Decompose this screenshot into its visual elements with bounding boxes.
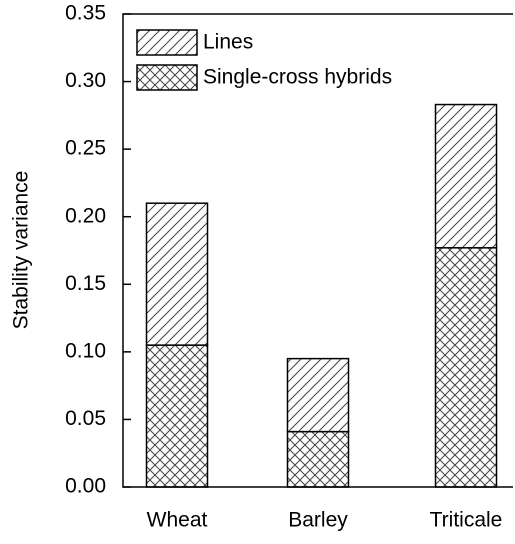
bar-segment <box>434 103 498 249</box>
x-tick-label: Wheat <box>147 509 208 532</box>
bar-segment <box>286 357 350 433</box>
y-tick-label: 0.05 <box>65 407 106 430</box>
y-axis-label: Stability variance <box>10 171 33 330</box>
bar-segment <box>286 430 350 488</box>
y-tick-label: 0.30 <box>65 69 106 92</box>
x-tick-label: Triticale <box>430 509 503 532</box>
y-tick-label: 0.20 <box>65 204 106 227</box>
bar-segment <box>145 202 209 346</box>
legend-swatch <box>136 64 198 91</box>
y-tick-label: 0.15 <box>65 272 106 295</box>
y-tick-label: 0.25 <box>65 137 106 160</box>
legend-swatch <box>136 29 198 56</box>
bar-segment <box>434 247 498 488</box>
legend-label: Lines <box>203 31 253 54</box>
bar-segment <box>145 344 209 488</box>
y-tick-label: 0.00 <box>65 475 106 498</box>
legend-label: Single-cross hybrids <box>203 66 392 89</box>
axis-frame <box>122 13 513 488</box>
y-tick-label: 0.10 <box>65 339 106 362</box>
x-tick-label: Barley <box>288 509 348 532</box>
y-tick-label: 0.35 <box>65 2 106 25</box>
